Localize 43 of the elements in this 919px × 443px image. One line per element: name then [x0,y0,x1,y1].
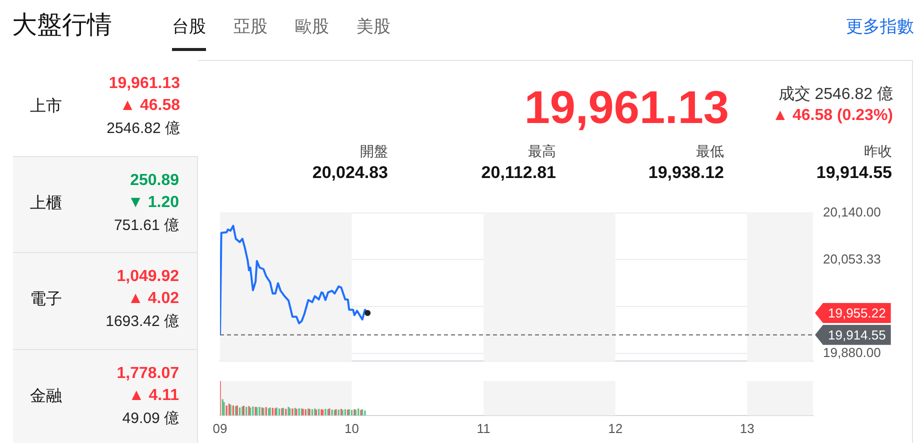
y-tick-label: 19,880.00 [823,345,881,360]
text: 上櫃 [30,194,62,214]
text: ▲ 46.58 (0.23%) [772,107,893,125]
text: 金融 [30,386,62,406]
text: ▲ 4.11 [128,386,179,404]
text: 2546.82 億 [106,119,180,138]
text: 250.89 [130,172,179,190]
text: 19,955.22 [828,306,886,321]
y-tick-label: 20,140.00 [823,204,881,220]
text: 昨收 [863,143,892,161]
text: 1,778.07 [116,364,179,382]
text: 19,938.12 [648,163,724,183]
text: 751.61 億 [114,216,179,234]
x-tick-label: 09 [212,420,228,436]
text: 1,049.92 [116,268,179,286]
x-tick-label: 13 [740,420,754,436]
text: 電子 [30,290,62,310]
text: 亞股 [234,16,268,38]
text: 台股 [172,15,206,51]
text: ▲ 4.02 [128,290,179,308]
text: 49.09 億 [122,408,179,428]
x-tick-label: 11 [476,420,490,436]
text: 更多指數 [846,16,914,38]
text: 歐股 [295,16,329,38]
text: ▲ 46.58 [120,97,180,115]
text: 成交 2546.82 億 [778,84,893,105]
text: 美股 [356,16,390,38]
text: 開盤 [359,143,388,161]
text: 19,961.13 [108,75,180,93]
text: 大盤行情 [12,10,112,41]
y-tick-label: 20,053.33 [823,251,881,266]
text: 最低 [695,143,724,161]
text: 上市 [30,96,62,117]
text: 19,914.55 [816,163,892,183]
text: 最高 [527,143,556,161]
text: 20,112.81 [481,163,556,183]
text: 20,024.83 [312,163,388,183]
text: ▼ 1.20 [128,194,179,212]
x-tick-label: 10 [344,420,360,436]
x-tick-label: 12 [608,420,623,436]
text: 1693.42 億 [106,312,179,331]
text: 19,961.13 [524,80,729,134]
ref-line-label: 19,914.55 [828,327,886,342]
